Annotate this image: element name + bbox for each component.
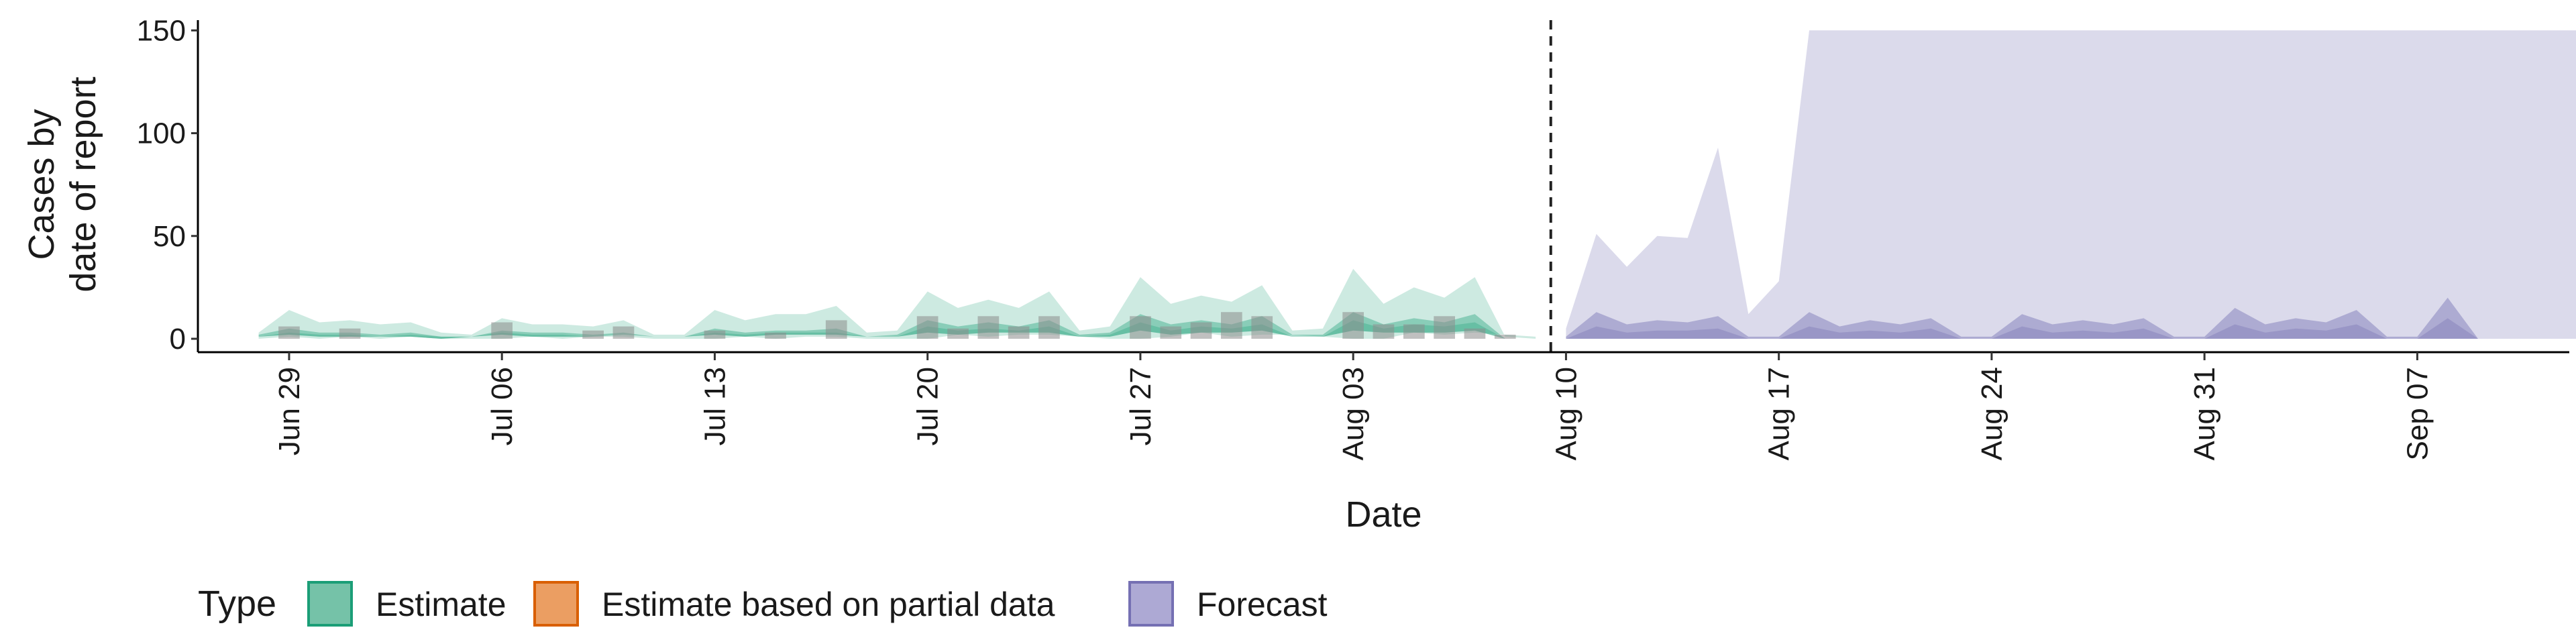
reported-cases-bar: [765, 332, 786, 339]
reported-cases-bar: [947, 328, 969, 339]
reported-cases-bar: [612, 326, 635, 339]
x-tick-label: Aug 10: [1550, 367, 1582, 460]
y-tick-label: 150: [137, 14, 186, 47]
reported-cases-bar: [1373, 324, 1395, 339]
y-axis-title-line: date of report: [63, 76, 103, 292]
reported-cases-bar: [977, 316, 1000, 339]
reported-cases-bar: [1008, 326, 1030, 339]
forecast-band-50: [1566, 297, 2576, 339]
reported-cases-bar: [1342, 312, 1364, 339]
legend-label: Estimate based on partial data: [602, 586, 1055, 623]
estimate-band-50: [258, 312, 1536, 339]
estimate-band-90: [258, 268, 1536, 339]
x-tick-label: Jun 29: [273, 367, 306, 455]
x-axis-title: Date: [1345, 494, 1421, 535]
reported-cases-bar: [825, 320, 847, 339]
reported-cases-bar: [582, 330, 604, 339]
legend-key: [1128, 581, 1174, 627]
x-tick-label: Sep 07: [2401, 367, 2434, 460]
forecast-median-band: [1566, 318, 2576, 339]
reported-cases-bar: [1494, 334, 1516, 339]
x-tick-label: Aug 03: [1337, 367, 1370, 460]
x-tick-label: Jul 06: [486, 367, 519, 445]
reported-cases-bar: [1038, 316, 1060, 339]
reported-cases-bar: [1403, 324, 1425, 339]
legend-key: [533, 581, 579, 627]
legend-label: Estimate: [376, 586, 506, 623]
x-tick-label: Aug 31: [2188, 367, 2221, 460]
legend: Type Estimate Estimate based on partial da…: [198, 581, 1328, 627]
reported-cases-bar: [1130, 316, 1151, 339]
reported-cases-bar: [339, 328, 361, 339]
x-tick-label: Jul 20: [912, 367, 945, 445]
y-axis-title-line: Cases by: [21, 109, 62, 260]
x-tick-label: Jul 27: [1124, 367, 1157, 445]
reported-cases-bar: [1221, 312, 1242, 339]
y-tick-label: 100: [137, 117, 186, 150]
y-tick-label: 0: [170, 323, 186, 356]
reported-cases-bar: [491, 322, 513, 339]
forecast-band-90: [1566, 30, 2576, 339]
x-tick-label: Jul 13: [698, 367, 731, 445]
reported-cases-bar: [916, 316, 938, 339]
legend-key: [307, 581, 353, 627]
reported-cases-bar: [278, 326, 300, 339]
y-axis-title: Cases bydate of report: [21, 76, 103, 292]
plot-area: [258, 20, 2576, 352]
x-tick-label: Aug 17: [1763, 367, 1796, 460]
reported-cases-bar: [1251, 316, 1273, 339]
reported-cases-bar: [704, 330, 726, 339]
legend-label: Forecast: [1197, 586, 1328, 623]
reported-cases-bar: [1190, 322, 1212, 339]
legend-title: Type: [198, 584, 276, 624]
reported-cases-bar: [1434, 316, 1455, 339]
reported-cases-bar: [1160, 326, 1182, 339]
axes: 0 50 100 150 Jun 29 Jul 06 Jul 13 Jul 20 Jul 27 A…: [21, 14, 2569, 535]
reported-cases-bar: [1464, 328, 1486, 339]
x-tick-label: Aug 24: [1976, 367, 2008, 460]
y-tick-label: 50: [153, 220, 186, 253]
